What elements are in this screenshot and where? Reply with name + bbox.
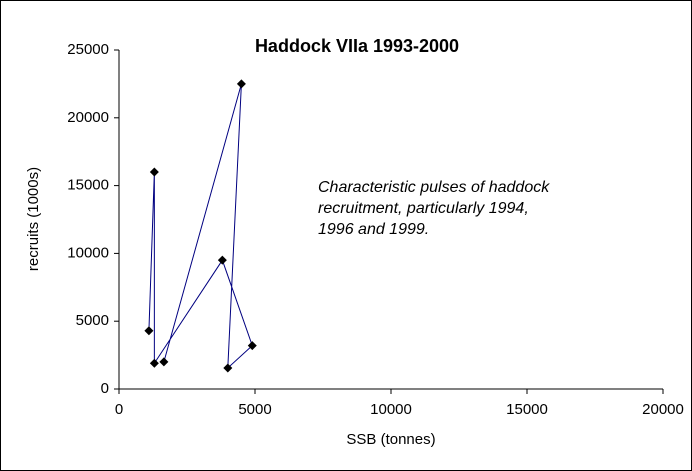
data-point [223,363,233,373]
series-line [148,83,253,370]
data-point [247,341,257,351]
chart-title: Haddock VIIa 1993-2000 [255,36,459,56]
annotation: 1996 and 1999. [318,221,429,238]
data-point [159,357,169,367]
y-tick-label: 20000 [67,109,109,126]
x-axis-label: SSB (tonnes) [346,431,435,448]
y-tick-label: 10000 [67,244,109,261]
data-point [149,167,159,177]
x-tick-label: 5000 [238,401,271,418]
y-tick-label: 15000 [67,177,109,194]
y-tick-label: 0 [101,380,109,397]
x-tick-label: 0 [115,401,123,418]
x-tick-label: 15000 [506,401,548,418]
data-point [144,326,154,336]
y-tick-label: 25000 [67,41,109,58]
x-tick-label: 10000 [370,401,412,418]
data-point [217,255,227,265]
y-axis-label: recruits (1000s) [25,167,42,271]
annotation: Characteristic pulses of haddock [318,179,550,196]
data-point [236,79,246,89]
annotation: recruitment, particularly 1994, [318,200,529,217]
y-tick-label: 5000 [76,312,109,329]
data-point [149,358,159,368]
x-tick-label: 20000 [642,401,684,418]
